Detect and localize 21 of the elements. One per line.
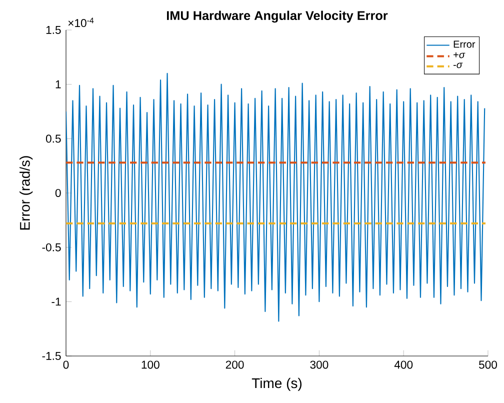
x-axis-title: Time (s): [252, 378, 302, 391]
y-tick-label: -1.5: [42, 352, 61, 360]
x-tick-label: 400: [394, 360, 413, 369]
y-tick-label: -0.5: [42, 243, 61, 252]
x-tick-label: 500: [479, 360, 497, 369]
y-axis-title: Error (rad/s): [20, 156, 33, 230]
legend-label: +σ: [454, 52, 466, 58]
y-tick-label: 0: [55, 188, 61, 197]
y-tick-label: 1: [56, 80, 61, 88]
y-tick-label: 0.5: [46, 134, 61, 143]
line-series: [66, 72, 486, 322]
x-tick-label: 100: [142, 360, 160, 369]
legend-label: Error: [454, 40, 476, 48]
legend-label: -σ: [454, 62, 463, 68]
y-tick-label: -1: [52, 298, 61, 306]
text: ×10$^{-4}$: [68, 18, 94, 28]
chart-title: IMU Hardware Angular Velocity Error: [166, 10, 388, 23]
x-tick-label: 0: [63, 360, 69, 369]
x-tick-label: 200: [226, 360, 244, 369]
x-tick-label: 300: [310, 360, 328, 369]
y-tick-label: 1.5: [46, 26, 61, 34]
